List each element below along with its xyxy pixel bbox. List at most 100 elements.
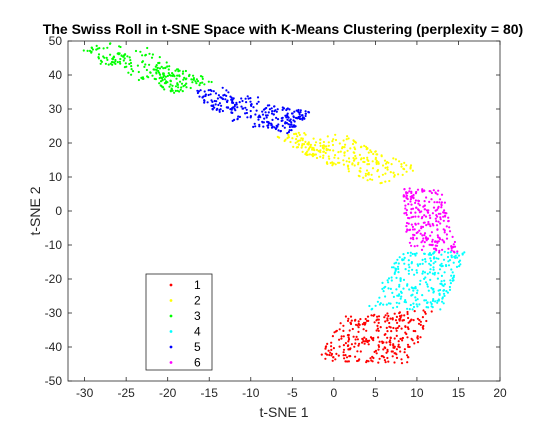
data-point	[439, 308, 442, 311]
y-tick-label: 40	[49, 68, 63, 82]
data-point	[179, 88, 182, 91]
data-point	[397, 271, 400, 274]
data-point	[399, 290, 403, 293]
data-point	[362, 328, 365, 331]
data-point	[371, 167, 375, 170]
data-point	[185, 86, 188, 89]
data-point	[396, 265, 400, 268]
y-axis-label: t-SNE 2	[27, 186, 43, 235]
data-point	[331, 143, 335, 147]
data-point	[363, 342, 366, 345]
data-point	[314, 144, 317, 147]
data-point	[430, 286, 433, 290]
data-point	[421, 262, 424, 265]
data-point	[409, 164, 413, 167]
data-point	[427, 289, 430, 292]
data-point	[343, 357, 346, 360]
data-point	[291, 137, 294, 140]
data-point	[426, 272, 429, 275]
data-point	[340, 335, 343, 338]
data-point	[450, 268, 453, 271]
data-point	[412, 319, 415, 322]
data-point	[327, 144, 330, 147]
data-point	[445, 225, 448, 228]
data-point	[104, 62, 107, 65]
data-point	[421, 272, 424, 275]
series-5	[196, 86, 311, 135]
x-tick-label: 10	[410, 386, 424, 400]
x-tick-label: 0	[331, 386, 338, 400]
data-point	[189, 86, 192, 90]
data-point	[362, 340, 365, 343]
legend-label-4: 4	[194, 325, 201, 339]
data-point	[139, 50, 142, 53]
data-point	[436, 201, 439, 204]
data-point	[409, 303, 412, 307]
data-point	[342, 163, 345, 166]
data-point	[287, 123, 290, 126]
data-point	[418, 303, 421, 306]
data-point	[439, 264, 442, 267]
data-point	[301, 150, 304, 153]
data-point	[392, 266, 395, 269]
data-point	[150, 56, 154, 59]
data-point	[184, 69, 187, 73]
x-tick-label: -25	[117, 386, 135, 400]
data-point	[292, 125, 295, 128]
data-point	[421, 316, 424, 319]
data-point	[417, 202, 420, 205]
data-point	[386, 312, 389, 315]
data-point	[166, 74, 169, 78]
data-point	[118, 52, 121, 55]
y-tick-label: 20	[49, 136, 63, 150]
data-point	[366, 156, 369, 159]
data-point	[357, 326, 360, 329]
data-point	[119, 62, 122, 65]
data-point	[409, 198, 412, 201]
data-point	[353, 164, 356, 167]
data-point	[389, 317, 392, 320]
data-point	[320, 353, 323, 356]
data-point	[246, 95, 249, 98]
data-point	[367, 173, 370, 176]
data-point	[379, 326, 382, 329]
data-point	[411, 236, 415, 239]
data-point	[119, 57, 122, 61]
data-point	[297, 108, 300, 112]
data-point	[423, 252, 426, 255]
data-point	[441, 300, 444, 303]
data-point	[143, 65, 146, 68]
data-point	[450, 274, 453, 277]
data-point	[401, 259, 404, 262]
data-point	[311, 148, 314, 151]
data-point	[426, 301, 429, 305]
data-point	[319, 138, 322, 141]
data-point	[210, 80, 213, 84]
data-point	[433, 201, 436, 204]
data-point	[432, 257, 436, 260]
data-point	[436, 208, 439, 211]
data-point	[422, 237, 425, 240]
data-point	[331, 163, 334, 166]
data-point	[418, 229, 421, 232]
data-point	[430, 231, 433, 234]
data-point	[105, 56, 108, 60]
data-point	[180, 86, 183, 89]
data-point	[253, 122, 256, 125]
data-point	[110, 60, 114, 64]
data-point	[229, 95, 232, 98]
data-point	[129, 61, 133, 65]
data-point	[403, 314, 406, 317]
data-point	[329, 351, 332, 354]
data-point	[456, 250, 459, 253]
data-point	[431, 240, 434, 243]
data-point	[338, 345, 341, 348]
data-point	[312, 148, 315, 151]
data-point	[424, 299, 428, 302]
data-point	[452, 243, 455, 246]
data-point	[445, 237, 449, 240]
data-point	[395, 334, 398, 337]
data-point	[414, 201, 417, 204]
data-point	[365, 338, 368, 341]
data-point	[424, 312, 427, 315]
